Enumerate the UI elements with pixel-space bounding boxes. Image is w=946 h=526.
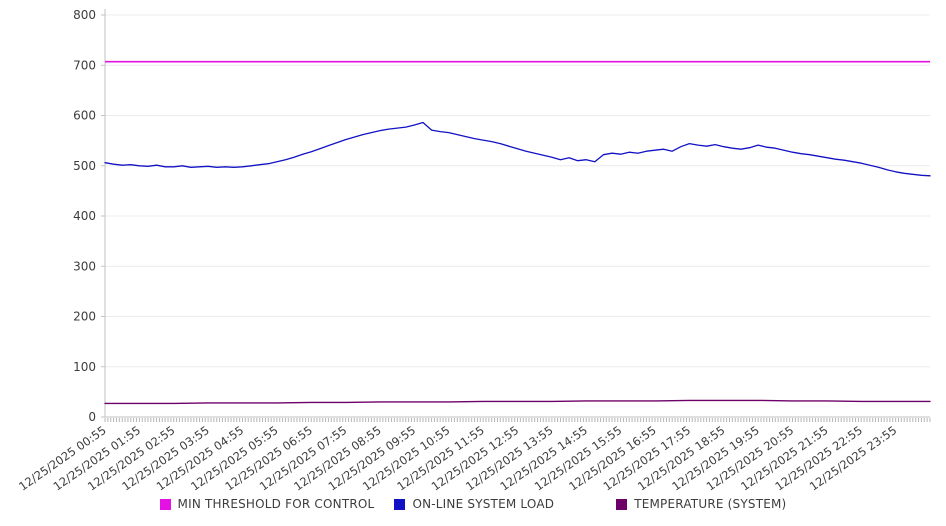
y-axis-label: 0	[88, 410, 96, 424]
system-load-swatch-icon	[394, 498, 406, 510]
x-axis-minor-ticks	[104, 418, 931, 422]
legend-label-min-threshold: MIN THRESHOLD FOR CONTROL	[177, 497, 375, 511]
legend-label-system-load: ON-LINE SYSTEM LOAD	[412, 497, 555, 511]
y-axis-label: 800	[73, 8, 96, 22]
y-axis-label: 100	[73, 360, 96, 374]
legend-item-temperature: TEMPERATURE (SYSTEM)	[616, 497, 786, 511]
load-line	[104, 121, 931, 177]
temperature-line	[104, 399, 931, 405]
min-threshold-swatch-icon	[159, 498, 171, 510]
y-axis-label: 600	[73, 109, 96, 123]
y-axis-label: 700	[73, 58, 96, 72]
y-axis-label: 400	[73, 209, 96, 223]
legend-item-min-threshold: MIN THRESHOLD FOR CONTROL	[159, 497, 375, 511]
chart-legend: MIN THRESHOLD FOR CONTROL ON-LINE SYSTEM…	[0, 497, 946, 511]
y-axis-label: 200	[73, 310, 96, 324]
legend-item-system-load: ON-LINE SYSTEM LOAD	[394, 497, 554, 511]
y-axis-label: 500	[73, 159, 96, 173]
temperature-swatch-icon	[616, 498, 628, 510]
legend-label-temperature: TEMPERATURE (SYSTEM)	[634, 497, 787, 511]
y-axis-label: 300	[73, 259, 96, 273]
